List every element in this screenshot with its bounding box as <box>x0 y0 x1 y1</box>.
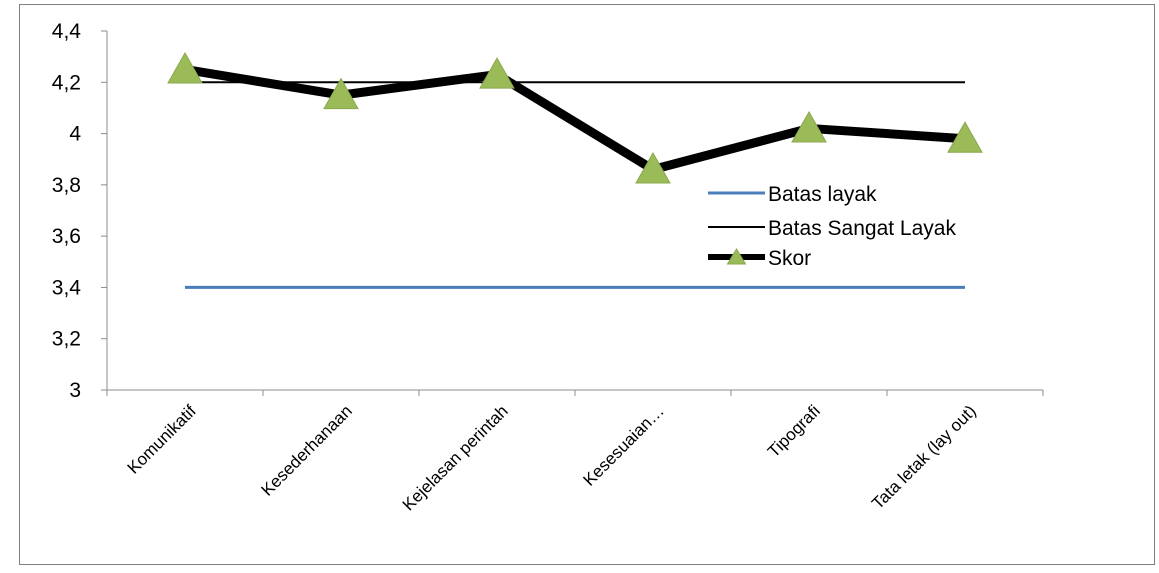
legend: Batas layak Batas Sangat Layak Skor <box>708 183 956 270</box>
y-tick-label: 3,2 <box>52 328 81 351</box>
y-tick-label: 3,8 <box>52 174 81 197</box>
series-layer <box>167 51 983 289</box>
skor-point-marker <box>791 110 827 143</box>
legend-label: Batas layak <box>768 183 877 206</box>
chart-border <box>19 4 1155 565</box>
y-tick-label: 4,4 <box>52 20 82 43</box>
y-tick-label: 4,2 <box>52 71 81 94</box>
legend-marker <box>726 248 747 265</box>
skor-series-line <box>184 65 966 174</box>
skor-point-marker <box>167 51 203 84</box>
y-tick-label: 4 <box>69 123 81 146</box>
y-tick-label: 3 <box>69 379 81 402</box>
legend-label: Skor <box>768 247 811 270</box>
y-tick-label: 3,6 <box>52 225 81 248</box>
y-axis-ticks: 3 3,2 3,4 3,6 3,8 4 4,2 4,4 <box>52 20 107 402</box>
skor-point-marker <box>323 77 359 110</box>
y-tick-label: 3,4 <box>52 276 82 299</box>
skor-point-marker <box>479 57 515 89</box>
legend-label: Batas Sangat Layak <box>768 217 956 240</box>
skor-point-marker <box>947 121 983 153</box>
skor-point-marker <box>635 151 671 184</box>
